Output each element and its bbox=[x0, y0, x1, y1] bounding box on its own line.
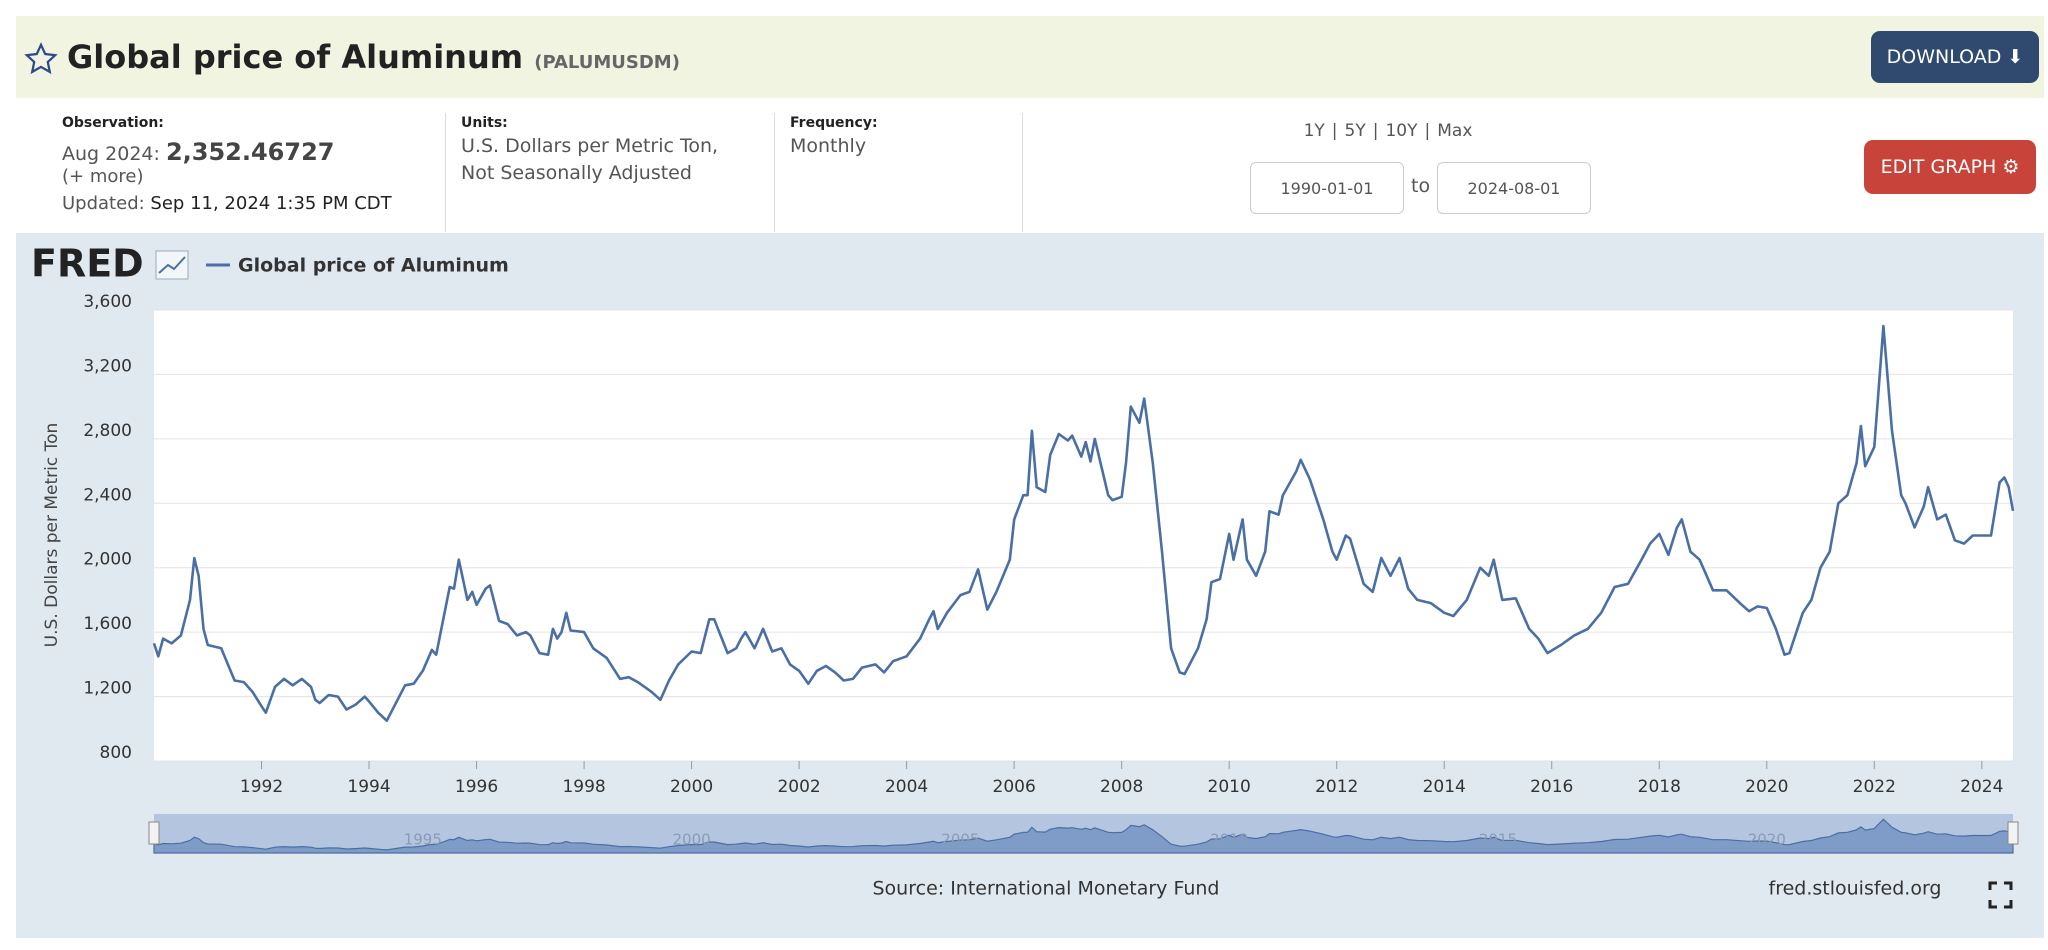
navigator-tick-label: 1995 bbox=[404, 831, 442, 849]
start-date-text: 1990-01-01 bbox=[1280, 178, 1374, 198]
x-tick-label: 2020 bbox=[1745, 777, 1788, 797]
star-icon[interactable] bbox=[24, 42, 58, 76]
y-tick-label: 2,800 bbox=[83, 421, 132, 441]
x-tick-label: 2022 bbox=[1853, 777, 1896, 797]
updated: Sep 11, 2024 1:35 PM CDT bbox=[150, 193, 392, 214]
navigator-tick-label: 2005 bbox=[941, 831, 979, 849]
divider bbox=[774, 113, 775, 232]
separator: | bbox=[1424, 121, 1431, 141]
fred-logo: FRED bbox=[31, 242, 144, 286]
x-tick-label: 2018 bbox=[1638, 777, 1681, 797]
y-tick-label: 2,400 bbox=[83, 485, 132, 505]
x-tick-label: 2016 bbox=[1530, 777, 1573, 797]
x-tick-label: 2014 bbox=[1423, 777, 1466, 797]
frequency-label: Frequency: bbox=[790, 115, 878, 131]
x-tick-label: 1996 bbox=[455, 777, 498, 797]
units-label: Units: bbox=[461, 115, 508, 131]
y-tick-label: 3,600 bbox=[83, 292, 132, 312]
legend-label: Global price of Aluminum bbox=[238, 255, 509, 277]
more-link[interactable]: (+ more) bbox=[62, 166, 144, 187]
title: Global price of Aluminum bbox=[67, 38, 524, 76]
x-tick-label: 2024 bbox=[1960, 777, 2003, 797]
separator: | bbox=[1331, 121, 1338, 141]
x-tick-label: 2012 bbox=[1315, 777, 1358, 797]
edit-graph-button[interactable]: EDIT GRAPH ⚙ bbox=[1864, 140, 2036, 194]
end-date-text: 2024-08-01 bbox=[1467, 178, 1561, 198]
chart: FRED Global price of Aluminum U.S. Dolla… bbox=[16, 233, 2044, 938]
x-tick-label: 1998 bbox=[562, 777, 605, 797]
frequency: Monthly bbox=[790, 135, 867, 157]
plot-area bbox=[154, 310, 2013, 761]
y-axis-label: U.S. Dollars per Metric Ton bbox=[42, 423, 62, 648]
series-id: (PALUMUSDM) bbox=[534, 52, 680, 73]
x-tick-label: 1992 bbox=[240, 777, 283, 797]
range-button[interactable]: 5Y bbox=[1344, 121, 1366, 141]
divider bbox=[445, 113, 446, 232]
range-button[interactable]: 1Y bbox=[1303, 121, 1325, 141]
observation-value: 2,352.46727 bbox=[165, 138, 335, 166]
range-button[interactable]: 10Y bbox=[1385, 121, 1418, 141]
source: Source: International Monetary Fund bbox=[873, 878, 1220, 900]
header-bar bbox=[16, 16, 2044, 98]
separator: | bbox=[1372, 121, 1379, 141]
logo-icon bbox=[155, 250, 189, 280]
observation-label: Observation: bbox=[62, 115, 164, 131]
y-tick-label: 1,600 bbox=[83, 614, 132, 634]
x-tick-label: 1994 bbox=[347, 777, 390, 797]
units-line: U.S. Dollars per Metric Ton, bbox=[461, 135, 719, 157]
x-tick-label: 2006 bbox=[993, 777, 1036, 797]
updated-label: Updated: bbox=[62, 193, 145, 214]
x-tick-label: 2010 bbox=[1208, 777, 1251, 797]
download-button[interactable]: DOWNLOAD ⬇ bbox=[1871, 31, 2039, 83]
to-label: to bbox=[1411, 175, 1431, 197]
range-buttons: 1Y | 5Y | 10Y | Max bbox=[1304, 121, 1473, 141]
divider bbox=[1022, 113, 1023, 232]
y-tick-label: 1,200 bbox=[83, 679, 132, 699]
x-tick-label: 2000 bbox=[670, 777, 713, 797]
end-date[interactable]: 2024-08-01 bbox=[1437, 162, 1591, 214]
y-tick-label: 800 bbox=[100, 743, 132, 763]
x-tick-label: 2008 bbox=[1100, 777, 1143, 797]
range-button[interactable]: Max bbox=[1437, 121, 1473, 141]
navigator-handle[interactable] bbox=[148, 821, 160, 845]
x-tick-label: 2002 bbox=[777, 777, 820, 797]
observation-date: Aug 2024: bbox=[62, 143, 160, 165]
series-line bbox=[152, 324, 2015, 722]
navigator-tick-label: 2010 bbox=[1210, 831, 1248, 849]
units-line: Not Seasonally Adjusted bbox=[461, 162, 692, 184]
navigator-area bbox=[153, 818, 2014, 854]
fullscreen-icon[interactable] bbox=[1988, 881, 2013, 909]
navigator-tick-label: 2015 bbox=[1479, 831, 1517, 849]
download-label: DOWNLOAD bbox=[1886, 46, 2002, 68]
credit: fred.stlouisfed.org bbox=[1769, 878, 1942, 900]
navigator-tick-label: 2020 bbox=[1748, 831, 1786, 849]
y-tick-label: 2,000 bbox=[83, 550, 132, 570]
navigator-handle[interactable] bbox=[2007, 821, 2019, 845]
y-tick-label: 3,200 bbox=[83, 356, 132, 376]
x-tick-label: 2004 bbox=[885, 777, 928, 797]
navigator-tick-label: 2000 bbox=[673, 831, 711, 849]
edit-graph-label: EDIT GRAPH bbox=[1880, 156, 1997, 178]
logo-icon-line bbox=[158, 256, 186, 274]
start-date[interactable]: 1990-01-01 bbox=[1250, 162, 1404, 214]
